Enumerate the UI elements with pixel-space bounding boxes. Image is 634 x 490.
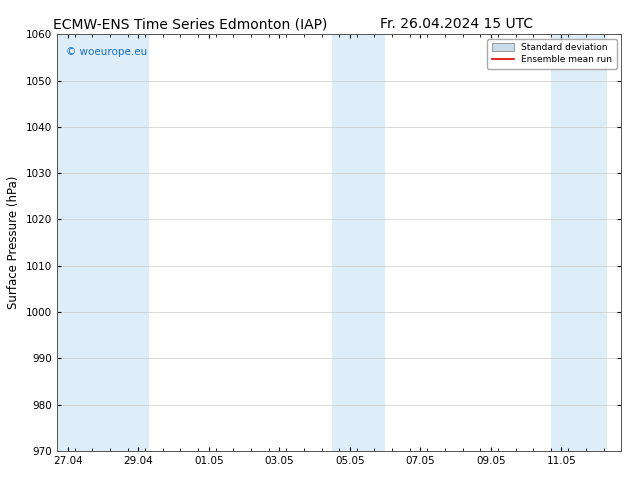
Text: Fr. 26.04.2024 15 UTC: Fr. 26.04.2024 15 UTC: [380, 17, 533, 31]
Legend: Standard deviation, Ensemble mean run: Standard deviation, Ensemble mean run: [487, 39, 617, 69]
Bar: [332, 34, 385, 451]
Text: ECMW-ENS Time Series Edmonton (IAP): ECMW-ENS Time Series Edmonton (IAP): [53, 17, 327, 31]
Bar: [57, 34, 149, 451]
Bar: [551, 34, 607, 451]
Text: © woeurope.eu: © woeurope.eu: [65, 47, 147, 57]
Y-axis label: Surface Pressure (hPa): Surface Pressure (hPa): [8, 176, 20, 309]
